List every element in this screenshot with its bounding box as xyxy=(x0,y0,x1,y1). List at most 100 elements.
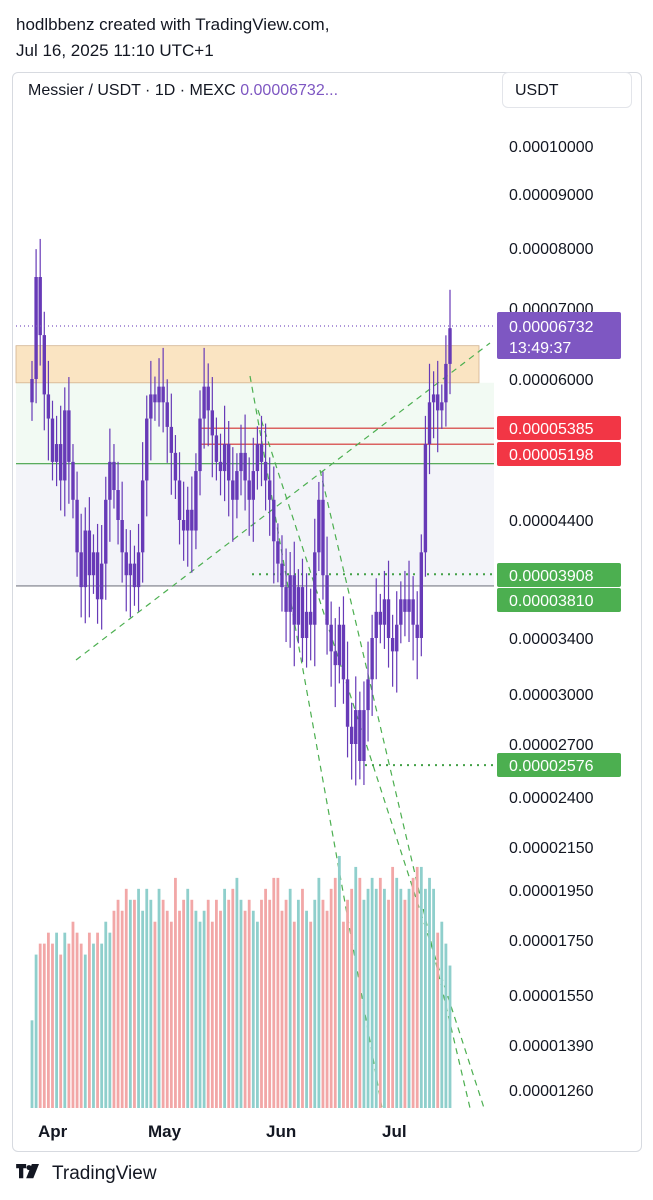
footer-brand: TradingView xyxy=(52,1163,157,1184)
volume-bar xyxy=(329,888,333,1108)
candle-body xyxy=(140,480,145,553)
candle-body xyxy=(157,386,161,403)
countdown-value: 13:49:37 xyxy=(509,340,571,357)
price-label-value: 0.00003908 xyxy=(509,568,594,585)
candle-body xyxy=(382,599,387,625)
volume-bar xyxy=(161,899,165,1108)
volume-bar xyxy=(333,877,337,1108)
candle-body xyxy=(50,418,55,462)
price-label-box xyxy=(497,753,621,777)
candle-body xyxy=(407,599,411,612)
support-range-shade xyxy=(16,382,494,464)
volume-bar xyxy=(387,899,390,1108)
candle-body xyxy=(95,552,100,600)
volume-bar xyxy=(428,877,431,1108)
candle-body xyxy=(136,552,141,588)
candle-body xyxy=(251,471,255,500)
volume-bar xyxy=(399,888,403,1108)
y-tick-label: 0.00003000 xyxy=(509,687,594,704)
candle-body xyxy=(218,461,223,472)
y-tick-label: 0.00002150 xyxy=(509,840,594,857)
volume-bar xyxy=(391,866,395,1108)
candle-body xyxy=(202,386,206,419)
candle-body xyxy=(374,611,378,638)
candle-body xyxy=(124,552,128,576)
candle-body xyxy=(272,499,276,542)
volume-bar xyxy=(100,943,104,1108)
candle-body xyxy=(448,328,452,364)
volume-bar xyxy=(202,910,206,1108)
descending-trendline xyxy=(257,409,485,1109)
price-label-value: 0.00003810 xyxy=(509,593,594,610)
volume-bar xyxy=(280,910,284,1108)
volume-bar xyxy=(448,965,452,1108)
candle-body xyxy=(87,530,92,576)
candle-body xyxy=(431,394,436,403)
consolidation-range-shade xyxy=(16,463,494,586)
candle-body xyxy=(329,624,333,652)
candle-body xyxy=(214,435,219,462)
volume-bar xyxy=(350,888,354,1108)
volume-bar xyxy=(239,899,243,1108)
volume-bar xyxy=(383,888,386,1108)
candle-body xyxy=(325,575,329,625)
volume-bar xyxy=(34,954,38,1108)
candle-body xyxy=(436,394,440,411)
x-tick-label: May xyxy=(148,1122,182,1141)
volume-bar xyxy=(268,899,272,1108)
candle-body xyxy=(194,471,198,531)
candle-body xyxy=(440,402,444,411)
volume-bar xyxy=(219,910,222,1108)
volume-bar xyxy=(178,910,181,1108)
candle-body xyxy=(247,480,251,500)
y-tick-label: 0.00001550 xyxy=(509,988,594,1005)
candle-body xyxy=(288,575,292,612)
volume-bar xyxy=(440,921,444,1108)
volume-bar xyxy=(186,888,190,1108)
volume-bar xyxy=(112,910,116,1108)
candle-body xyxy=(333,651,337,666)
author-line: hodlbbenz created with TradingView.com, xyxy=(16,15,330,34)
candle-body xyxy=(63,410,67,481)
symbol-label: Messier / USDT · 1D · MEXC xyxy=(28,82,236,99)
volume-bar xyxy=(395,877,399,1108)
candle-body xyxy=(58,444,63,481)
volume-bar xyxy=(194,910,198,1108)
volume-bar xyxy=(42,943,46,1108)
candle-body xyxy=(423,444,428,553)
price-label-value: 0.00002576 xyxy=(509,758,594,775)
last-price-value: 0.00006732 xyxy=(509,319,594,336)
volume-bar xyxy=(358,877,362,1108)
volume-bar xyxy=(284,899,288,1108)
y-tick-label: 0.00001950 xyxy=(509,883,594,900)
volume-bar xyxy=(223,888,227,1108)
candle-body xyxy=(222,444,227,472)
candle-body xyxy=(227,444,231,481)
y-tick-label: 0.00001390 xyxy=(509,1038,594,1055)
candle-body xyxy=(255,444,260,472)
volume-bar xyxy=(71,921,75,1108)
volume-bar xyxy=(145,888,149,1108)
volume-bar xyxy=(51,943,54,1108)
price-label-box xyxy=(497,588,621,612)
volume-bar xyxy=(63,932,67,1108)
volume-bar xyxy=(149,899,153,1108)
candle-body xyxy=(173,452,178,481)
volume-bar xyxy=(157,888,161,1108)
volume-bar xyxy=(92,943,95,1108)
candle-body xyxy=(34,276,38,379)
candle-body xyxy=(38,276,42,336)
currency-button[interactable]: USDT xyxy=(502,72,632,108)
volume-bar xyxy=(288,888,292,1108)
x-tick-label: Jul xyxy=(382,1122,407,1141)
candle-body xyxy=(313,552,317,625)
candle-body xyxy=(280,563,284,588)
candle-body xyxy=(206,386,210,411)
candle-body xyxy=(177,480,182,520)
volume-bar xyxy=(292,921,296,1108)
candle-body xyxy=(349,726,354,744)
volume-bar xyxy=(108,932,112,1108)
candle-body xyxy=(99,563,104,600)
candle-body xyxy=(321,499,325,576)
